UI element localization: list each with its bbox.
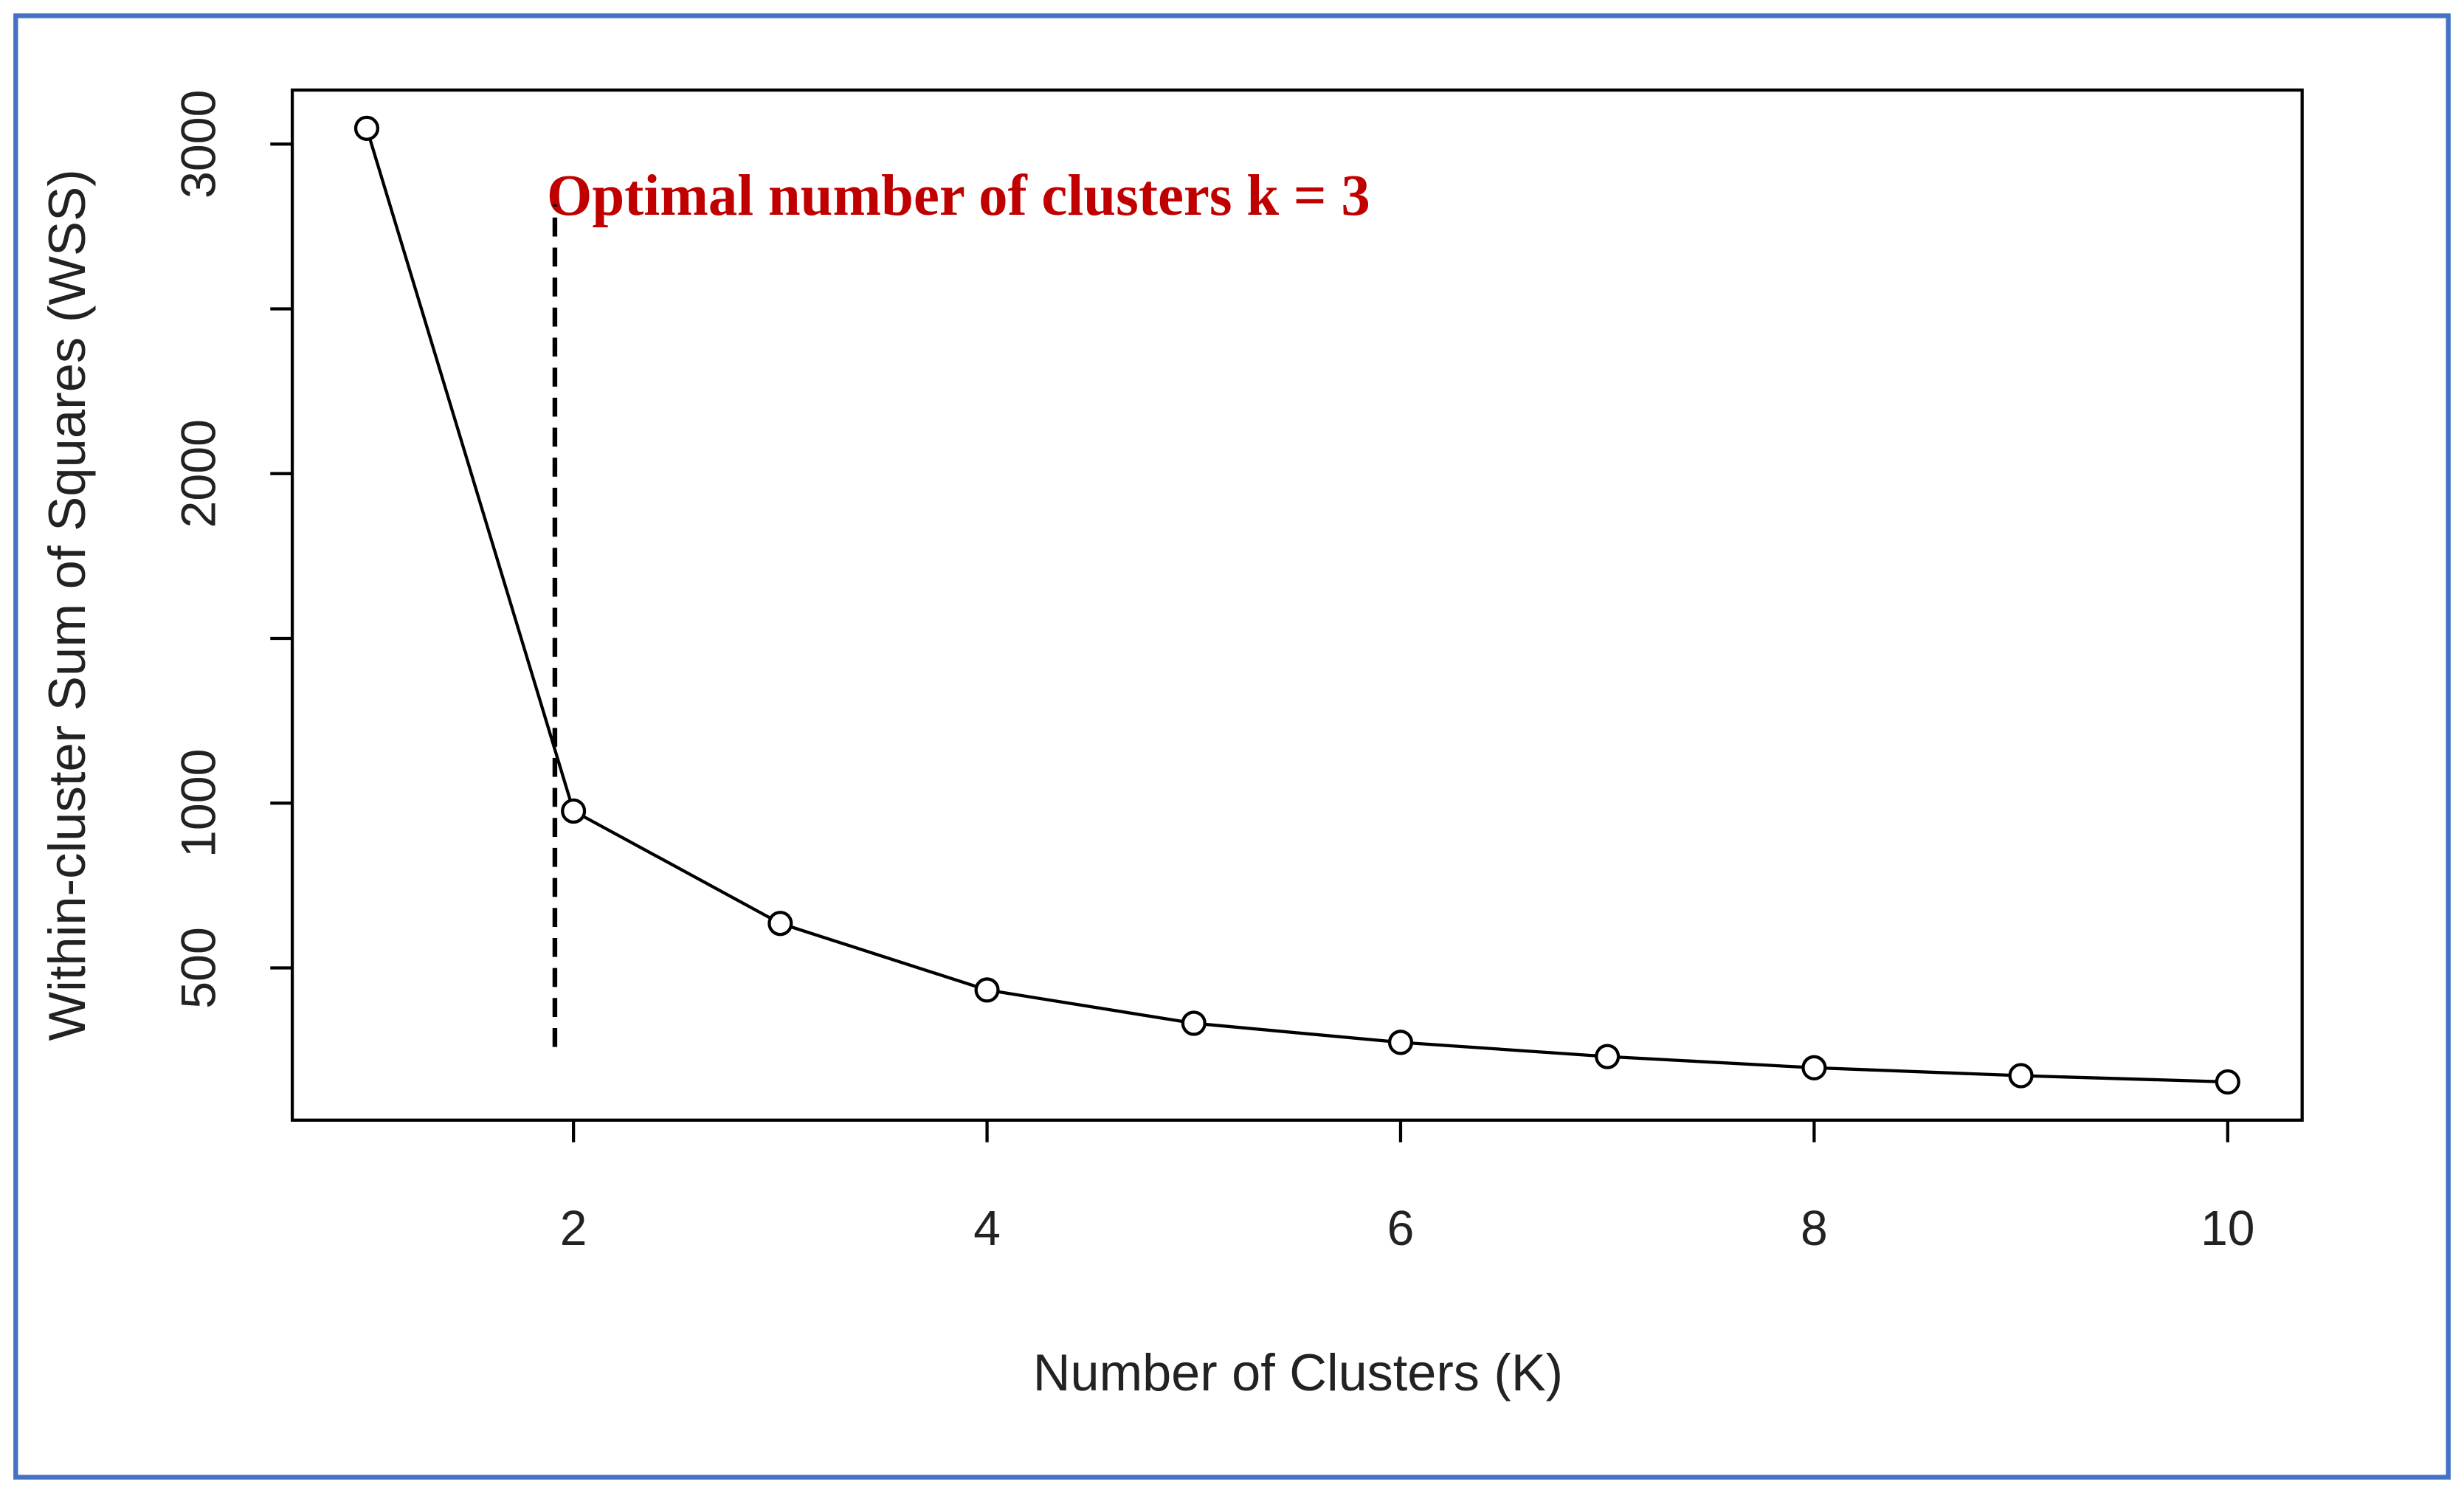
x-tick-label: 4: [973, 1201, 1001, 1256]
x-tick-label: 8: [1801, 1201, 1828, 1256]
data-point: [1595, 1044, 1621, 1069]
data-point: [1387, 1030, 1414, 1055]
data-point: [353, 115, 379, 141]
frame: [13, 13, 2451, 1480]
data-point: [974, 977, 1000, 1003]
series-line: [365, 128, 2228, 1084]
y-tick-label: 500: [172, 927, 227, 1009]
data-point: [767, 911, 793, 937]
x-tick-label: 6: [1387, 1201, 1415, 1256]
data-point: [1801, 1055, 1827, 1080]
data-point: [1181, 1010, 1207, 1036]
y-tick-label: 3000: [172, 89, 227, 199]
y-tick-label: 2000: [172, 419, 227, 528]
annotation: Optimal number of clusters k = 3: [547, 164, 1370, 228]
data-point: [561, 798, 587, 824]
x-tick-label: 10: [2201, 1201, 2254, 1256]
y-tick-label: 1000: [172, 748, 227, 858]
x-axis-label: Number of Clusters (K): [1033, 1343, 1563, 1401]
data-point: [2008, 1063, 2034, 1089]
y-axis-label: Within-cluster Sum of Squares (WSS): [38, 169, 96, 1041]
x-tick-label: 2: [560, 1201, 587, 1256]
data-point: [2215, 1069, 2240, 1095]
plot-box: [290, 88, 2304, 1122]
